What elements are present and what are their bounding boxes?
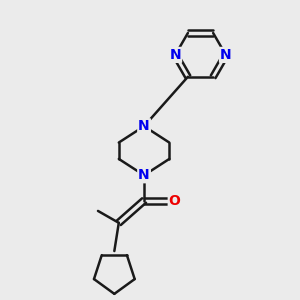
Text: N: N — [169, 48, 181, 62]
Text: N: N — [138, 168, 150, 182]
Text: N: N — [138, 119, 150, 133]
Text: O: O — [169, 194, 181, 208]
Text: N: N — [220, 48, 232, 62]
